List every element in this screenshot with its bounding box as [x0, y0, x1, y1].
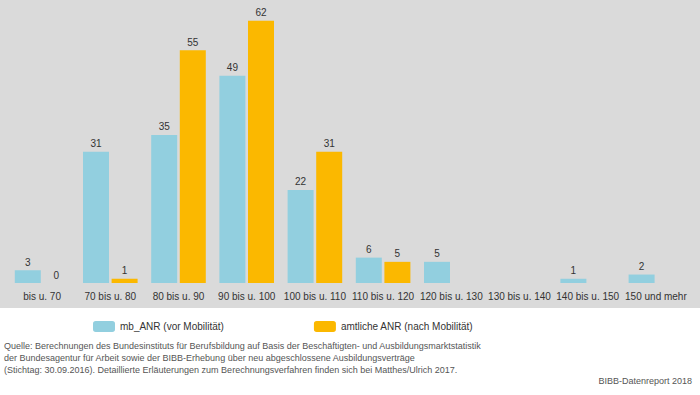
svg-text:1: 1 [122, 265, 128, 276]
svg-text:0: 0 [54, 270, 60, 281]
svg-text:amtliche ANR (nach Mobilität): amtliche ANR (nach Mobilität) [341, 321, 473, 332]
svg-text:(Stichtag: 30.09.2016). Detail: (Stichtag: 30.09.2016). Detaillierte Erl… [4, 365, 457, 375]
svg-text:5: 5 [434, 248, 440, 259]
svg-text:110 bis u. 120: 110 bis u. 120 [352, 291, 415, 302]
svg-text:Quelle: Berechnungen des Bunde: Quelle: Berechnungen des Bundesinstituts… [4, 341, 481, 351]
svg-text:31: 31 [90, 138, 102, 149]
svg-text:35: 35 [159, 121, 171, 132]
svg-text:49: 49 [227, 62, 239, 73]
svg-text:70 bis u. 80: 70 bis u. 80 [84, 291, 136, 302]
svg-text:2: 2 [639, 261, 645, 272]
svg-text:100 bis u. 110: 100 bis u. 110 [284, 291, 347, 302]
svg-text:130 bis u. 140: 130 bis u. 140 [488, 291, 551, 302]
svg-text:55: 55 [187, 37, 199, 48]
svg-text:3: 3 [25, 257, 31, 268]
svg-text:120 bis u. 130: 120 bis u. 130 [420, 291, 483, 302]
svg-text:62: 62 [255, 7, 267, 18]
svg-text:bis u. 70: bis u. 70 [23, 291, 61, 302]
svg-text:mb_ANR (vor Mobilität): mb_ANR (vor Mobilität) [120, 321, 224, 332]
svg-text:5: 5 [395, 248, 401, 259]
svg-text:140 bis u. 150: 140 bis u. 150 [556, 291, 619, 302]
svg-text:150 und mehr: 150 und mehr [625, 291, 687, 302]
svg-text:BIBB-Datenreport 2018: BIBB-Datenreport 2018 [598, 376, 692, 386]
svg-text:90 bis u. 100: 90 bis u. 100 [218, 291, 276, 302]
svg-text:22: 22 [295, 176, 307, 187]
svg-text:der Bundesagentur für Arbeit s: der Bundesagentur für Arbeit sowie der B… [4, 353, 415, 363]
svg-text:6: 6 [366, 244, 372, 255]
svg-text:31: 31 [324, 138, 336, 149]
svg-text:80 bis u. 90: 80 bis u. 90 [153, 291, 205, 302]
svg-text:1: 1 [571, 265, 577, 276]
